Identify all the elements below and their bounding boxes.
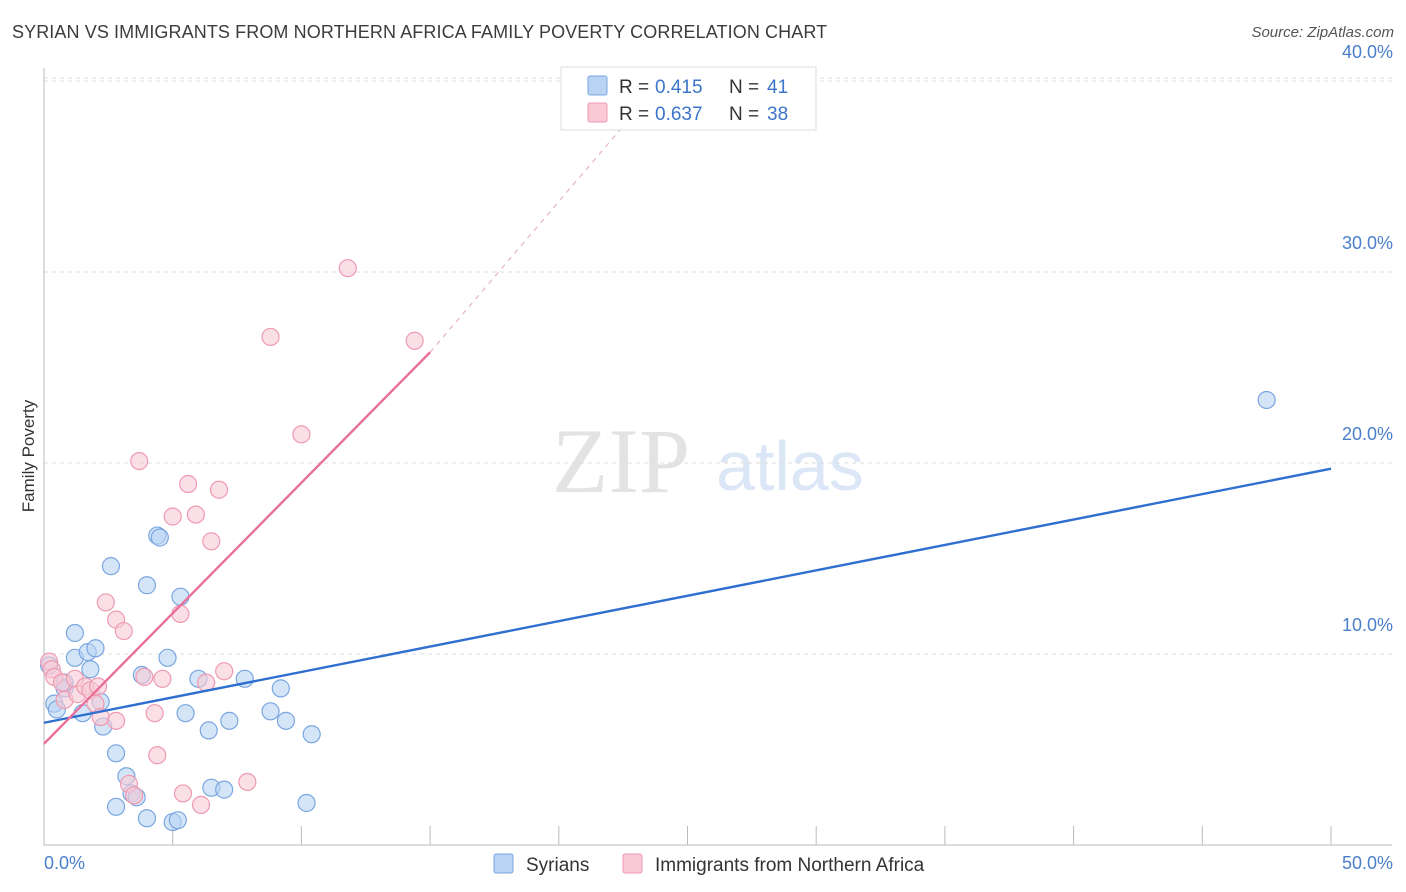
legend-n-value-syrians: 41 [767, 77, 788, 98]
bottom-legend-swatch-naf [622, 853, 643, 874]
syrians-point-40 [1257, 390, 1276, 410]
bottom-legend-label-syrians: Syrians [526, 855, 589, 876]
syrians-point-37 [276, 711, 296, 730]
legend-n-value-naf: 38 [767, 104, 788, 125]
naf-point-18 [130, 451, 149, 471]
syrians-point-24 [158, 648, 177, 667]
axes [43, 68, 1392, 846]
syrians-point-15 [106, 797, 126, 816]
trend-lines [43, 80, 1332, 745]
naf-point-35 [292, 425, 311, 444]
y-tick-labels: 10.0% 20.0% 30.0% 40.0% [1342, 42, 1393, 635]
grid [44, 77, 1392, 655]
bottom-legend-swatch-syrians [493, 853, 514, 874]
naf-point-23 [163, 507, 182, 526]
x-ticks [43, 826, 1332, 845]
syrians-point-36 [271, 679, 290, 698]
naf-point-37 [405, 331, 424, 350]
syrians-point-14 [106, 744, 126, 763]
syrians-point-32 [215, 780, 234, 799]
naf-point-22 [153, 669, 172, 688]
syrians-point-10 [86, 639, 105, 658]
naf-point-33 [238, 772, 257, 792]
chart-title: SYRIAN VS IMMIGRANTS FROM NORTHERN AFRIC… [12, 22, 828, 42]
naf-point-12 [96, 593, 115, 612]
legend-r-label-syrians: R = [619, 77, 649, 98]
bottom-legend-label-naf: Immigrants from Northern Africa [655, 855, 925, 876]
syrians-point-9 [81, 660, 100, 679]
naf-point-25 [173, 784, 193, 803]
chart-source: Source: ZipAtlas.com [1251, 24, 1394, 41]
naf-point-28 [191, 795, 211, 814]
syrians-point-13 [101, 557, 121, 576]
naf-point-27 [186, 505, 205, 524]
syrians-point-39 [302, 725, 321, 744]
syrians-point-23 [150, 528, 169, 547]
syrians-trend-line [43, 467, 1332, 724]
syrians-point-38 [297, 793, 316, 813]
syrians-point-6 [65, 623, 84, 643]
y-tick-label-30: 30.0% [1342, 233, 1393, 253]
naf-point-34 [261, 327, 280, 347]
legend-r-value-naf: 0.637 [655, 104, 703, 125]
legend-swatch-naf [587, 102, 608, 123]
naf-point-21 [148, 746, 167, 765]
naf-point-30 [202, 532, 221, 551]
syrians-point-33 [220, 711, 239, 730]
naf-point-10 [88, 677, 108, 696]
x-tick-label-max: 50.0% [1342, 853, 1393, 873]
naf-point-15 [114, 621, 133, 641]
watermark-zip: ZIP [552, 410, 690, 512]
syrians-point-20 [137, 809, 157, 828]
legend: R = 0.415 N = 41 R = 0.637 N = 38 [560, 66, 817, 131]
legend-n-label-naf: N = [729, 104, 759, 125]
legend-r-value-syrians: 0.415 [655, 77, 703, 98]
y-tick-label-40: 40.0% [1342, 42, 1393, 62]
y-tick-label-20: 20.0% [1342, 424, 1393, 444]
legend-swatch-syrians [587, 75, 608, 96]
syrians-point-35 [261, 702, 280, 721]
naf-point-31 [209, 480, 229, 499]
naf-point-32 [215, 662, 234, 681]
naf-trend-line [43, 351, 431, 745]
syrians-point-26 [168, 811, 187, 830]
syrians-point-28 [176, 704, 195, 723]
x-tick-label-min: 0.0% [44, 853, 85, 873]
naf-point-36 [338, 259, 357, 278]
naf-point-19 [135, 667, 154, 687]
naf-point-20 [145, 704, 164, 723]
y-axis-label: Family Poverty [19, 399, 38, 512]
naf-point-13 [106, 711, 126, 730]
legend-r-label-naf: R = [619, 104, 649, 125]
syrians-point-27 [171, 587, 190, 606]
naf-point-17 [124, 786, 144, 805]
bottom-legend: Syrians Immigrants from Northern Africa [493, 853, 925, 876]
y-tick-label-10: 10.0% [1342, 615, 1393, 635]
watermark-atlas: atlas [716, 427, 864, 505]
naf-point-26 [179, 474, 198, 494]
legend-n-label-syrians: N = [729, 77, 759, 98]
syrians-point-30 [199, 721, 218, 740]
syrians-point-21 [137, 576, 157, 595]
naf-point-24 [171, 604, 190, 623]
watermark: ZIP atlas [552, 410, 864, 512]
